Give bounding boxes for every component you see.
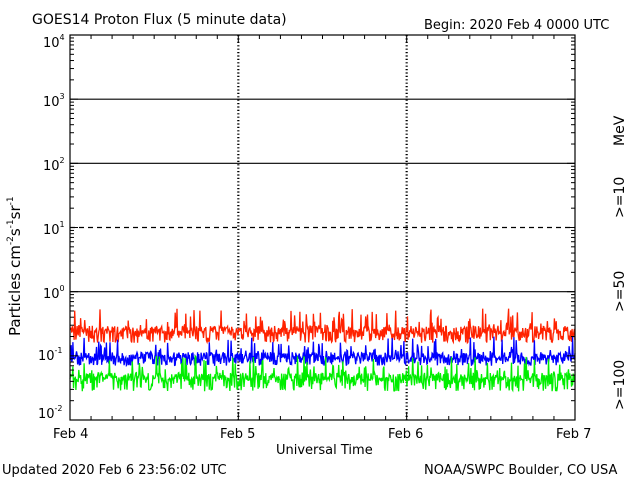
plot-area xyxy=(69,34,576,421)
y-tick-label-1e4: 104 xyxy=(43,33,65,51)
y-tick-label-1e-2: 10-2 xyxy=(38,404,63,422)
y-tick-label-1e1: 101 xyxy=(43,220,65,238)
y-tick-label-1e0: 100 xyxy=(43,284,65,302)
x-tick-label-feb7: Feb 7 xyxy=(556,427,591,442)
threshold-lines xyxy=(70,98,575,293)
begin-time: Begin: 2020 Feb 4 0000 UTC xyxy=(424,18,609,33)
x-tick-label-feb6: Feb 6 xyxy=(388,427,423,442)
series-group xyxy=(69,308,576,393)
series-line-0 xyxy=(69,308,576,345)
x-axis-label: Universal Time xyxy=(276,443,373,458)
series-line-1 xyxy=(69,336,576,368)
y-tick-label-1e2: 102 xyxy=(43,156,65,174)
plot-frame xyxy=(69,34,576,421)
y-tick-labels: 10-2 10-1 100 101 102 103 104 xyxy=(38,33,65,422)
series-line-2 xyxy=(69,354,576,393)
y-axis-ticks xyxy=(69,35,576,421)
legend-unit-mev: MeV xyxy=(612,115,628,146)
legend-ge50: >=50 xyxy=(612,271,628,312)
y-tick-label-1e3: 103 xyxy=(43,92,65,110)
x-tick-label-feb5: Feb 5 xyxy=(220,427,255,442)
updated-timestamp: Updated 2020 Feb 6 23:56:02 UTC xyxy=(2,463,227,478)
y-axis-label: Particles cm-2s-1sr-1 xyxy=(6,196,24,336)
legend-ge10: >=10 xyxy=(612,177,628,218)
y-tick-label-1e-1: 10-1 xyxy=(38,346,63,364)
x-tick-label-feb4: Feb 4 xyxy=(53,427,88,442)
chart-title: GOES14 Proton Flux (5 minute data) xyxy=(32,12,287,28)
legend-ge100: >=100 xyxy=(612,360,628,410)
credit-text: NOAA/SWPC Boulder, CO USA xyxy=(424,463,617,478)
